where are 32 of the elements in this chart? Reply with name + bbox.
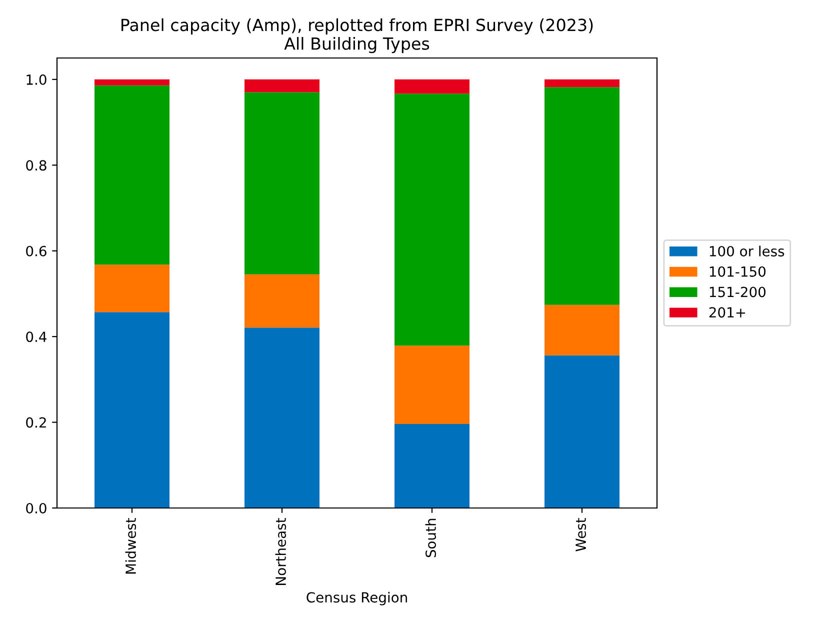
bar [394,346,470,424]
bar [544,304,620,356]
y-tick-label: 0.8 [26,160,46,171]
bar [544,87,620,305]
y-tick-label: 0.6 [26,246,46,256]
x-axis-title: Census Region [306,592,407,606]
legend-label: 101-150 [710,266,766,277]
y-tick-label: 0.0 [26,502,46,514]
x-tick-label: West [576,518,586,552]
bar [94,312,170,508]
x-tick-label: Midwest [125,518,136,574]
bar [394,79,470,94]
bar [94,79,170,86]
legend-label: 100 or less [710,246,784,256]
bar [394,424,470,508]
bar [244,79,320,92]
x-tick-label: Northeast [275,518,286,585]
legend-label: 201+ [709,307,746,318]
x-tick-label: South [425,518,436,558]
bar [544,79,620,88]
chart-title: Panel capacity (Amp), replotted from EPRI Survey (2023) All Building Types [122,18,593,54]
bar [244,328,320,508]
bar [244,92,320,274]
bar [244,274,320,328]
bar [94,85,170,265]
bar [94,264,170,312]
y-tick-label: 0.2 [26,417,46,428]
bar [394,94,470,346]
bar [544,355,620,508]
legend-label: 151-200 [710,286,766,298]
y-tick-label: 1.0 [26,74,46,85]
y-tick-label: 0.4 [26,332,46,342]
